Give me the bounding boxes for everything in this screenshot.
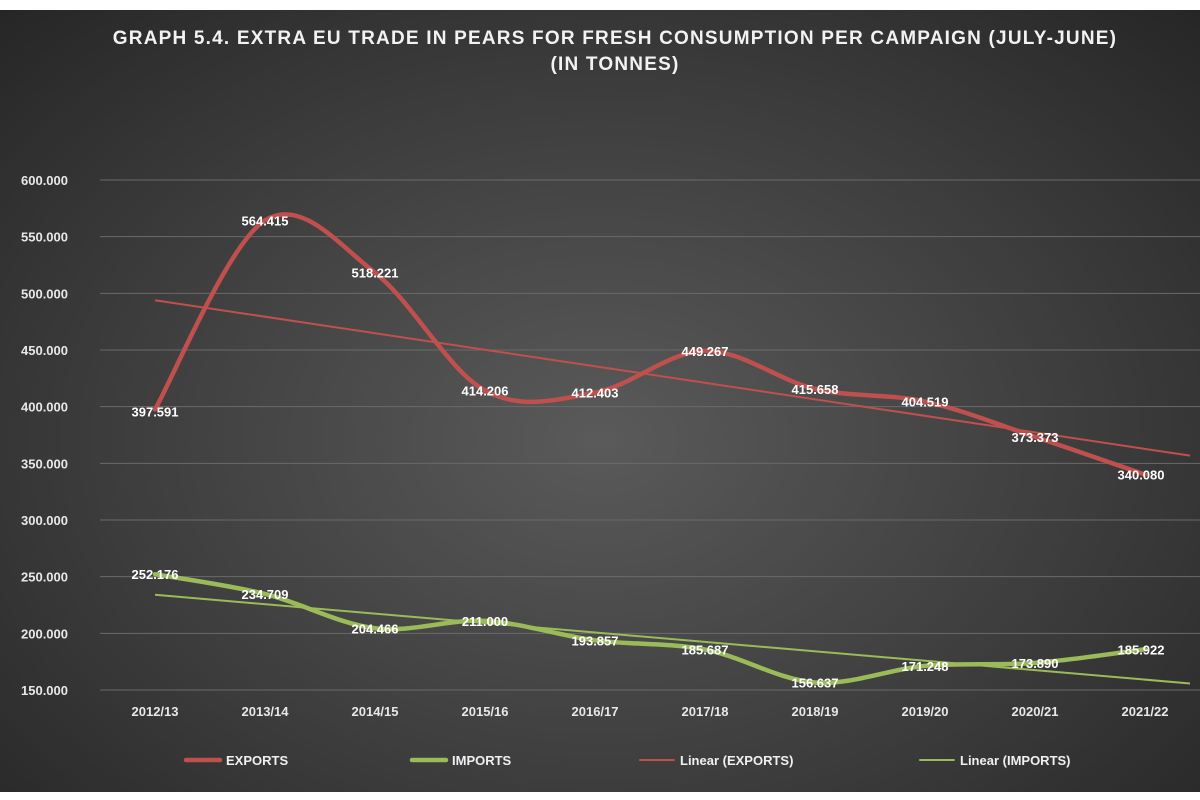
data-label: 404.519 — [902, 395, 949, 410]
data-label: 173.890 — [1012, 656, 1059, 671]
x-tick-label: 2014/15 — [352, 704, 399, 719]
legend-label: EXPORTS — [226, 753, 288, 768]
x-tick-label: 2020/21 — [1012, 704, 1059, 719]
data-label: 518.221 — [352, 266, 399, 281]
chart-subtitle: (IN TONNES) — [551, 54, 680, 75]
y-tick-label: 150.000 — [21, 683, 68, 698]
x-tick-label: 2017/18 — [682, 704, 729, 719]
y-tick-label: 600.000 — [21, 173, 68, 188]
data-label: 373.373 — [1012, 430, 1059, 445]
data-label: 185.922 — [1118, 642, 1165, 657]
legend: EXPORTS IMPORTS Linear (EXPORTS) Linear (IM… — [183, 753, 1071, 768]
data-label: 193.857 — [572, 633, 619, 648]
data-label: 414.206 — [462, 384, 509, 399]
x-tick-label: 2015/16 — [462, 704, 509, 719]
y-tick-label: 250.000 — [21, 570, 68, 585]
data-label: 211.000 — [462, 614, 508, 629]
chart-frame: GRAPH 5.4. EXTRA EU TRADE IN PEARS FOR F… — [0, 10, 1200, 792]
x-tick-label: 2012/13 — [132, 704, 179, 719]
y-tick-label: 300.000 — [21, 513, 68, 528]
trendline-imports — [154, 593, 1191, 685]
y-axis-ticks: 150.000 200.000 250.000 300.000 350.000 400.0… — [21, 173, 68, 698]
series-lines — [152, 212, 1148, 686]
legend-label: IMPORTS — [452, 753, 512, 768]
data-label: 204.466 — [352, 621, 399, 636]
data-label: 412.403 — [572, 386, 619, 401]
gridlines — [100, 179, 1200, 691]
data-label: 415.658 — [792, 382, 839, 397]
data-label: 449.267 — [682, 344, 729, 359]
data-label: 252.176 — [132, 567, 179, 582]
x-tick-label: 2016/17 — [572, 704, 619, 719]
legend-label: Linear (IMPORTS) — [960, 753, 1071, 768]
data-label: 340.080 — [1118, 468, 1165, 483]
data-label: 185.687 — [682, 643, 729, 658]
line-chart: GRAPH 5.4. EXTRA EU TRADE IN PEARS FOR F… — [21, 28, 1200, 768]
y-tick-label: 450.000 — [21, 343, 68, 358]
y-tick-label: 350.000 — [21, 456, 68, 471]
x-tick-label: 2021/22 — [1122, 704, 1169, 719]
legend-label: Linear (EXPORTS) — [680, 753, 793, 768]
data-label: 234.709 — [242, 587, 289, 602]
y-tick-label: 500.000 — [21, 286, 68, 301]
data-label: 564.415 — [242, 213, 289, 228]
chart-title: GRAPH 5.4. EXTRA EU TRADE IN PEARS FOR F… — [113, 28, 1117, 49]
data-label: 156.637 — [792, 675, 839, 690]
x-axis-ticks: 2012/13 2013/14 2014/15 2015/16 2016/17 2017/… — [132, 704, 1169, 719]
data-label: 171.248 — [902, 659, 949, 674]
y-tick-label: 550.000 — [21, 230, 68, 245]
series-line-exports — [152, 212, 1148, 477]
x-tick-label: 2018/19 — [792, 704, 839, 719]
data-label: 397.591 — [132, 404, 179, 419]
x-tick-label: 2019/20 — [902, 704, 949, 719]
y-tick-label: 400.000 — [21, 400, 68, 415]
series-line-imports — [152, 571, 1148, 686]
data-labels: 397.591 564.415 518.221 414.206 412.403 449.2… — [132, 213, 1165, 690]
x-tick-label: 2013/14 — [242, 704, 290, 719]
y-tick-label: 200.000 — [21, 626, 68, 641]
